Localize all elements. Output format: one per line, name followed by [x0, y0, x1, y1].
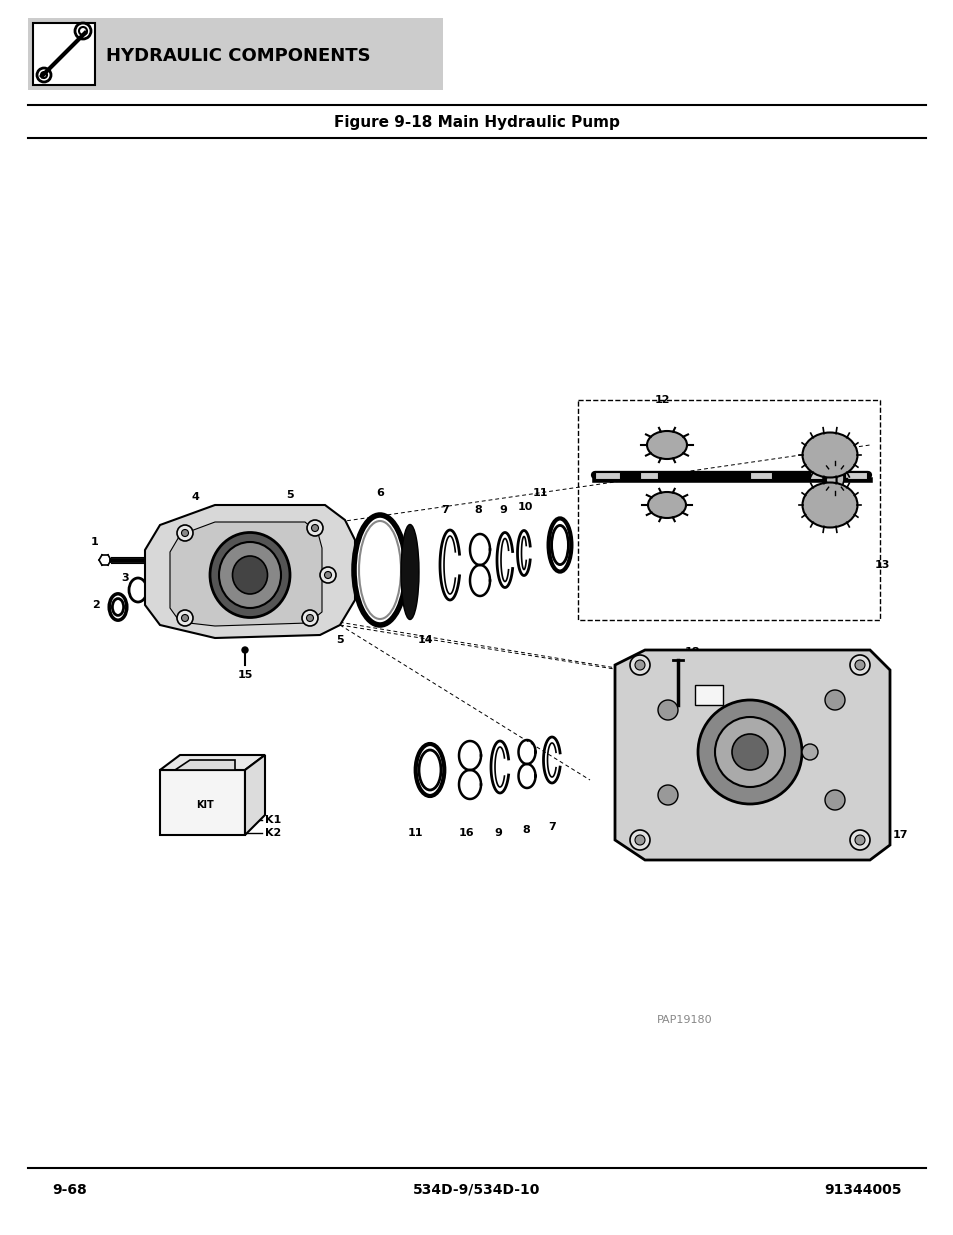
Text: 91344005: 91344005 [823, 1183, 901, 1197]
Text: HYDRAULIC COMPONENTS: HYDRAULIC COMPONENTS [106, 47, 370, 65]
Circle shape [324, 572, 331, 578]
Polygon shape [174, 760, 234, 769]
Circle shape [629, 830, 649, 850]
Bar [595, 472, 619, 479]
Ellipse shape [801, 483, 857, 527]
Circle shape [312, 525, 318, 531]
Text: 534D-9/534D-10: 534D-9/534D-10 [413, 1183, 540, 1197]
Text: 19: 19 [709, 676, 725, 685]
Circle shape [181, 615, 189, 621]
Ellipse shape [801, 432, 857, 478]
Ellipse shape [219, 542, 281, 608]
Circle shape [849, 655, 869, 676]
Text: 5: 5 [286, 490, 294, 500]
Text: 14: 14 [417, 635, 434, 645]
Circle shape [181, 530, 189, 536]
Text: 12: 12 [654, 395, 669, 405]
Text: 18: 18 [684, 647, 700, 657]
Text: PAP19180: PAP19180 [657, 1015, 712, 1025]
Circle shape [854, 659, 864, 671]
Ellipse shape [400, 525, 418, 620]
Circle shape [824, 790, 844, 810]
Text: K2: K2 [265, 827, 281, 839]
Bar [749, 472, 771, 479]
Bar [160, 769, 245, 835]
Text: 16: 16 [458, 827, 475, 839]
Text: 2: 2 [92, 600, 100, 610]
Text: 13: 13 [874, 559, 889, 571]
Text: 7: 7 [440, 505, 449, 515]
Text: 8: 8 [521, 825, 529, 835]
Text: 4: 4 [191, 492, 199, 501]
Text: 8: 8 [474, 505, 481, 515]
Polygon shape [245, 755, 265, 835]
Circle shape [714, 718, 784, 787]
Text: 9: 9 [498, 505, 506, 515]
Polygon shape [170, 522, 322, 626]
Polygon shape [160, 755, 265, 769]
Text: 6: 6 [375, 488, 383, 498]
Text: 9-68: 9-68 [52, 1183, 87, 1197]
Ellipse shape [646, 431, 686, 459]
Circle shape [307, 520, 323, 536]
Circle shape [658, 700, 678, 720]
Ellipse shape [210, 532, 290, 618]
Bar [695, 685, 722, 705]
Polygon shape [615, 650, 889, 860]
Text: 17: 17 [892, 830, 907, 840]
Circle shape [801, 743, 817, 760]
Bar [28, 19, 442, 90]
Ellipse shape [825, 466, 843, 492]
Circle shape [302, 610, 317, 626]
Circle shape [242, 647, 248, 653]
Ellipse shape [233, 556, 267, 594]
Circle shape [849, 830, 869, 850]
Circle shape [306, 615, 314, 621]
Text: 5: 5 [335, 635, 343, 645]
Bar [639, 472, 658, 479]
Circle shape [698, 700, 801, 804]
Text: 18: 18 [689, 650, 705, 659]
Polygon shape [145, 505, 355, 638]
Circle shape [177, 525, 193, 541]
Bar [844, 472, 866, 479]
Text: 15: 15 [237, 671, 253, 680]
Circle shape [658, 785, 678, 805]
Text: 10: 10 [517, 501, 532, 513]
Text: Figure 9-18 Main Hydraulic Pump: Figure 9-18 Main Hydraulic Pump [334, 115, 619, 130]
Ellipse shape [647, 492, 685, 517]
Circle shape [629, 655, 649, 676]
Bar [578, 400, 879, 620]
Text: 3: 3 [121, 573, 129, 583]
Text: KIT: KIT [196, 800, 213, 810]
Circle shape [854, 835, 864, 845]
Text: 9: 9 [494, 827, 501, 839]
Text: K1: K1 [265, 815, 281, 825]
Bar [33, 23, 95, 85]
Circle shape [824, 690, 844, 710]
Bar [809, 472, 829, 479]
Text: 11: 11 [407, 827, 422, 839]
Circle shape [177, 610, 193, 626]
Circle shape [635, 835, 644, 845]
Circle shape [731, 734, 767, 769]
Text: 1: 1 [91, 537, 99, 547]
Circle shape [635, 659, 644, 671]
Text: 7: 7 [548, 823, 556, 832]
Circle shape [319, 567, 335, 583]
Text: 11: 11 [532, 488, 547, 498]
